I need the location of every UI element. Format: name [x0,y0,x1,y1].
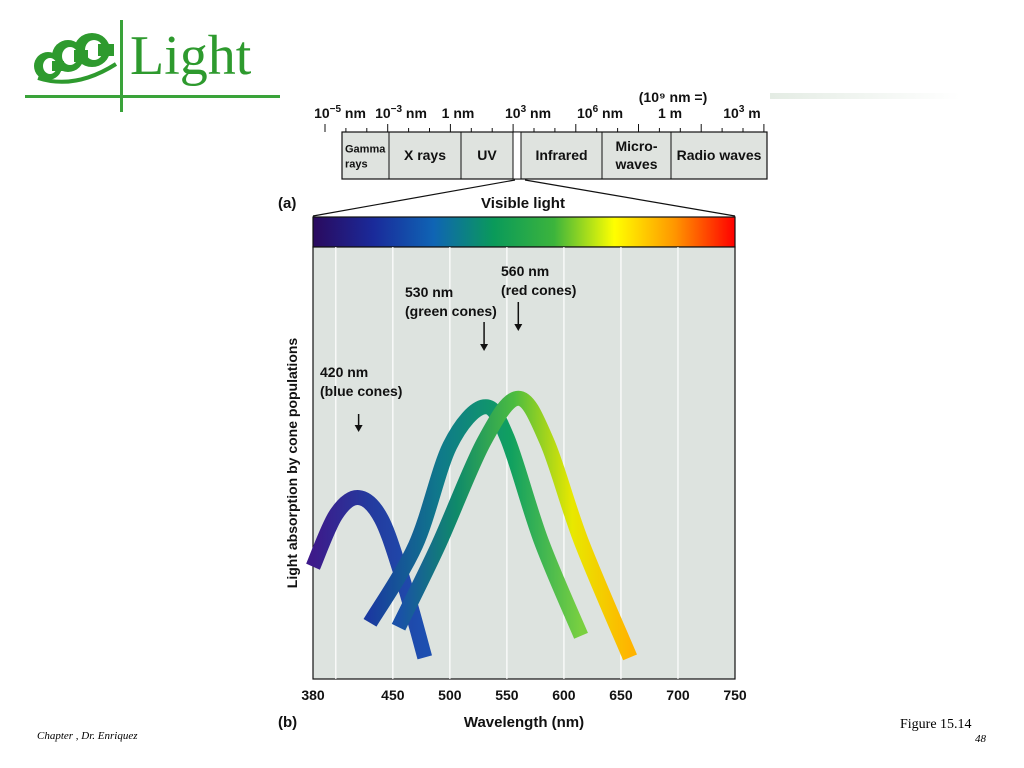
scale-label: 10−3 nm [375,104,427,121]
peak-arrowhead [354,425,363,432]
figure-caption: Figure 15.14 [900,717,972,732]
band-label: rays [345,159,368,171]
scale-label: 1 nm [442,105,475,121]
x-tick-label: 650 [609,687,633,703]
spectrum-bands: Gamma rays X rays UV Infrared Micro-waves Radi… [341,131,768,180]
scale-label: 103 m [723,104,760,121]
footer-chapter: Chapter , Dr. Enriquez [37,730,138,742]
x-tick-label: 750 [723,687,747,703]
panel-a-letter: (a) [278,195,296,212]
band-label: UV [477,147,497,163]
fan-line-right [524,179,736,217]
band-label: Gamma [345,144,386,156]
band-label: X rays [404,147,446,163]
x-tick-label: 500 [438,687,462,703]
bands-box [341,131,768,180]
x-tick-label: 380 [301,687,325,703]
ecc-logo [34,33,118,84]
band-label: waves [614,156,657,172]
band-label: Radio waves [677,147,762,163]
peak-annotation-text: 560 nm [501,263,549,279]
peak-annotation-text: 530 nm [405,284,453,300]
decorative-fade-bar [770,93,960,99]
x-axis-label: Wavelength (nm) [464,714,584,731]
scale-label: 106 nm [577,104,623,121]
title-underline [25,95,280,98]
visible-spectrum-bar [312,216,736,248]
spectrum-scale: (10⁹ nm =) 10−5 nm 10−3 nm 1 nm 103 nm 106 n… [314,89,765,132]
peak-annotation-text: 420 nm [320,364,368,380]
scale-ticks [324,124,765,132]
peak-arrowhead [514,324,523,331]
cone-curve [391,390,637,661]
y-axis-label: Light absorption by cone populations [284,338,300,589]
scale-label: 103 nm [505,104,551,121]
visible-gap [512,131,522,180]
visible-light-label: Visible light [481,195,565,212]
cone-curve [363,399,588,639]
slide-title: Light [130,25,252,87]
scale-label: 1 m [658,105,682,121]
fan-line-left [312,179,516,217]
peak-arrowhead [480,344,489,351]
x-tick-label: 700 [666,687,690,703]
x-tick-labels: 380 450 500 550 600 650 700 750 [301,687,747,703]
panel-b-letter: (b) [278,714,297,731]
scale-label: 10−5 nm [314,104,366,121]
peak-annotations: 420 nm (blue cones) 530 nm (green cones) 560… [320,263,576,432]
absorption-curves [306,390,637,661]
peak-annotation-text: (red cones) [501,282,576,298]
peak-annotation-text: (blue cones) [320,383,402,399]
x-tick-label: 450 [381,687,405,703]
title-vertical-rule [120,20,123,112]
page-number: 48 [975,733,986,745]
band-label: Infrared [535,147,587,163]
scale-labels: 10−5 nm 10−3 nm 1 nm 103 nm 106 nm 1 m 103 m [314,104,761,121]
x-tick-label: 550 [495,687,519,703]
x-tick-label: 600 [552,687,576,703]
peak-annotation-text: (green cones) [405,303,497,319]
scale-note: (10⁹ nm =) [639,89,708,105]
band-label: Micro- [616,138,658,154]
